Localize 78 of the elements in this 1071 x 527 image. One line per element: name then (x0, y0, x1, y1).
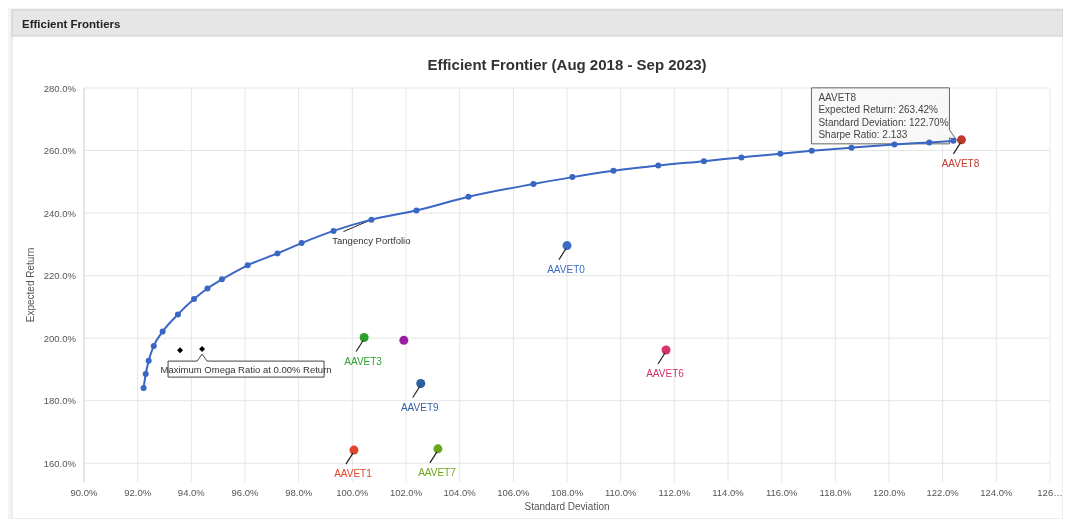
series-label: AAVET8 (941, 157, 980, 169)
point (530, 181, 537, 187)
point (204, 285, 211, 292)
point (274, 250, 281, 257)
point (465, 193, 472, 200)
point (174, 311, 181, 318)
y-tick-label: 240.0% (43, 207, 77, 219)
point (142, 371, 149, 378)
point (218, 276, 225, 283)
point (700, 158, 707, 165)
x-tick-label: 96.0% (231, 487, 260, 498)
y-tick-label: 220.0% (43, 270, 77, 282)
x-tick-label: 104.0% (443, 487, 477, 498)
x-tick-label: 106.0% (497, 487, 530, 498)
x-tick-label: 110.0% (604, 487, 637, 498)
point (562, 241, 572, 251)
x-tick-label: 100.0% (336, 487, 369, 498)
point (661, 345, 671, 355)
point (191, 296, 198, 303)
point (150, 342, 157, 349)
series-label: AAVET1 (334, 468, 373, 480)
y-tick-label: 260.0% (43, 145, 77, 157)
x-tick-label: 118.0% (819, 487, 852, 498)
series-label: AAVET9 (400, 401, 439, 413)
y-tick-label: 180.0% (43, 395, 77, 407)
point (956, 135, 966, 145)
point (244, 262, 251, 269)
point (777, 150, 784, 157)
point (433, 444, 443, 454)
point (399, 335, 409, 345)
point (298, 240, 305, 247)
series-label: AAVET3 (344, 355, 383, 367)
point (950, 137, 957, 144)
y-axis-title: Expected Return (25, 247, 36, 323)
point (738, 154, 745, 161)
y-tick-label: 200.0% (43, 332, 77, 344)
annotation: Tangency Portfolio (332, 234, 411, 246)
x-tick-label: 92.0% (124, 487, 152, 498)
y-tick-label: 280.0% (43, 82, 77, 94)
point (413, 207, 420, 214)
x-tick-label: 98.0% (285, 487, 313, 498)
series-label: AAVET6 (646, 368, 685, 380)
point (808, 147, 815, 154)
point (891, 141, 898, 148)
x-tick-label: 114.0% (712, 487, 745, 498)
point (159, 328, 166, 335)
point (199, 346, 206, 353)
x-tick-label: 122.0% (926, 487, 960, 498)
x-tick-label: 120.0% (872, 487, 906, 498)
x-tick-label: 124.0% (980, 487, 1013, 498)
x-tick-label: 94.0% (177, 487, 206, 498)
point (926, 139, 933, 146)
y-tick-label: 160.0% (43, 457, 77, 469)
point (177, 347, 184, 354)
point (140, 384, 147, 391)
point (655, 162, 662, 169)
x-axis-title: Standard Deviation (524, 501, 610, 512)
annotation: AAVET8 Expected Return: 263.42% Standard Deviation: 122.70% Sharpe Ratio: 2.133 (818, 91, 949, 141)
point (330, 227, 337, 234)
chart-title: Efficient Frontier (Aug 2018 - Sep 2023) (427, 56, 707, 73)
series-label: AAVET0 (547, 263, 586, 275)
point (145, 357, 152, 364)
point (349, 445, 359, 455)
chart-subtitle: Efficient Frontiers (22, 18, 121, 30)
point (359, 333, 369, 343)
x-tick-label: 126… (1037, 487, 1063, 498)
x-tick-label: 102.0% (389, 487, 423, 498)
x-tick-label: 112.0% (658, 487, 691, 498)
x-tick-label: 116.0% (765, 487, 798, 498)
point (368, 216, 375, 223)
annotation: Maximum Omega Ratio at 0.00% Return (160, 363, 332, 375)
point (848, 144, 855, 151)
point (416, 379, 426, 388)
point (610, 167, 617, 174)
series-label: AAVET7 (418, 466, 457, 478)
point (569, 174, 576, 181)
x-tick-label: 108.0% (550, 487, 584, 498)
x-tick-label: 90.0% (70, 487, 99, 498)
